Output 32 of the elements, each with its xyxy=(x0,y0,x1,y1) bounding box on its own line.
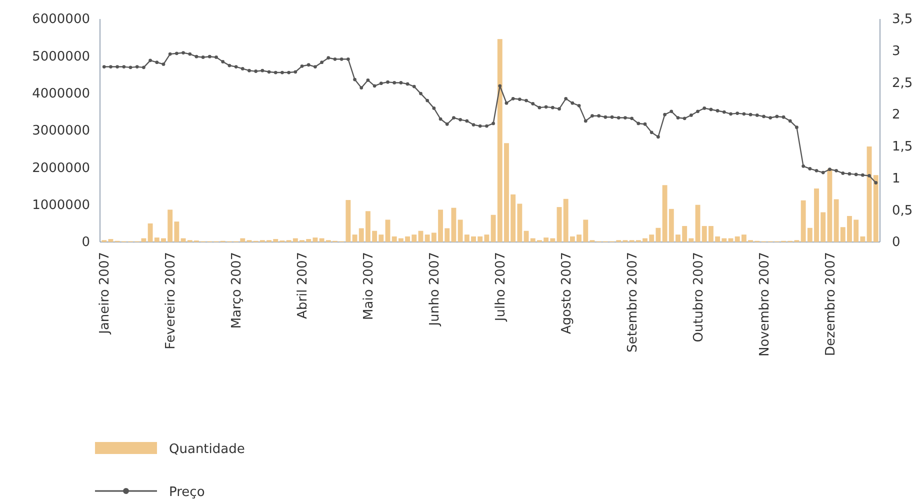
y2-tick-label: 1 xyxy=(892,171,900,186)
y2-tick-label: 0 xyxy=(892,235,900,250)
y2-tick-label: 0,5 xyxy=(892,203,913,218)
y-tick-label: 0 xyxy=(82,235,90,250)
y-tick-label: 5000000 xyxy=(32,49,90,64)
y2-tick-label: 1,5 xyxy=(892,140,913,155)
y2-tick-label: 2 xyxy=(892,108,900,123)
bar xyxy=(418,230,424,242)
legend-label: Quantidade xyxy=(169,442,245,457)
y2-tick-label: 3,5 xyxy=(892,12,913,28)
x-tick-label: Junho 2007 xyxy=(427,252,442,327)
y2-tick-label: 2,5 xyxy=(892,76,913,91)
x-tick-label: Fevereiro 2007 xyxy=(164,252,179,350)
x-tick-label: Maio 2007 xyxy=(362,252,377,320)
x-tick-label: Abril 2007 xyxy=(296,252,311,319)
x-tick-label: Março 2007 xyxy=(230,252,245,329)
legend-label: Preço xyxy=(169,485,205,500)
x-tick-label: Agosto 2007 xyxy=(559,252,574,334)
y-tick-label: 1000000 xyxy=(32,198,90,213)
x-tick-label: Setembro 2007 xyxy=(625,252,640,352)
y-tick-label: 2000000 xyxy=(32,160,90,176)
bar xyxy=(385,220,390,242)
y2-tick-label: 3 xyxy=(892,44,900,60)
y-tick-label: 6000000 xyxy=(32,12,90,28)
x-tick-label: Janeiro 2007 xyxy=(98,252,113,335)
bar xyxy=(556,207,562,242)
x-tick-label: Novembro 2007 xyxy=(757,252,772,357)
x-tick-label: Dezembro 2007 xyxy=(823,252,838,356)
y-tick-label: 4000000 xyxy=(32,86,90,102)
y-tick-label: 3000000 xyxy=(32,124,90,139)
x-tick-label: Julho 2007 xyxy=(493,252,508,322)
x-tick-label: Outubro 2007 xyxy=(691,252,706,342)
